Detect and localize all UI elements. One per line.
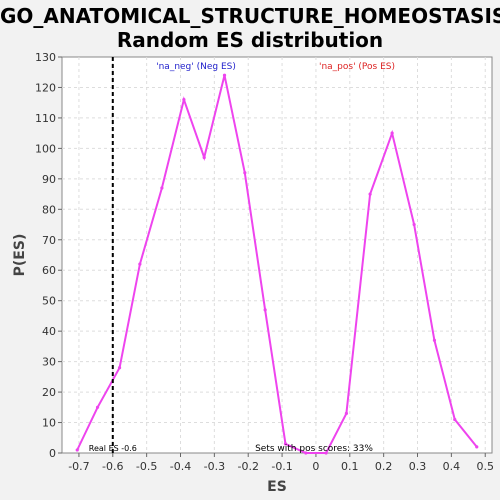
data-point xyxy=(324,451,328,455)
y-tick-label: 20 xyxy=(42,386,56,399)
real-es-label: Real ES -0.6 xyxy=(89,444,137,453)
chart-title-line-1: GO_ANATOMICAL_STRUCTURE_HOMEOSTASIS: xyxy=(0,4,500,28)
x-axis-label: ES xyxy=(267,479,287,495)
data-point xyxy=(160,186,164,190)
y-tick-label: 90 xyxy=(42,173,56,186)
x-tick-label: 0.3 xyxy=(409,460,427,473)
y-tick-label: 110 xyxy=(35,112,56,125)
data-point xyxy=(283,442,288,446)
y-tick-label: 0 xyxy=(49,447,56,460)
x-tick-label: -0.5 xyxy=(136,460,157,473)
x-tick-label: 0 xyxy=(312,460,319,473)
pos-es-label: 'na_pos' (Pos ES) xyxy=(319,62,395,72)
x-tick-label: -0.2 xyxy=(237,460,258,473)
neg-es-label: 'na_neg' (Neg ES) xyxy=(156,62,236,72)
y-tick-label: 60 xyxy=(42,264,56,277)
series-points xyxy=(75,73,479,455)
data-point xyxy=(390,131,394,135)
y-tick-label: 70 xyxy=(42,234,56,247)
x-tick-label: -0.4 xyxy=(170,460,191,473)
data-point xyxy=(475,445,479,449)
y-tick-label: 50 xyxy=(42,295,56,308)
y-axis-label: P(ES) xyxy=(12,234,28,277)
data-point xyxy=(182,98,186,102)
y-axis-ticks: 0 10 20 30 40 50 60 70 80 90 100 110 120 130 xyxy=(35,51,62,460)
data-point xyxy=(222,73,227,77)
x-tick-label: -0.3 xyxy=(204,460,225,473)
chart-title-line-2: Random ES distribution xyxy=(116,28,384,52)
x-tick-label: 0.5 xyxy=(476,460,494,473)
data-point xyxy=(344,411,349,415)
data-point xyxy=(117,366,122,370)
data-point xyxy=(75,448,79,452)
data-point xyxy=(412,222,416,227)
y-tick-label: 10 xyxy=(42,417,56,430)
data-point xyxy=(243,171,247,175)
data-point xyxy=(263,308,267,312)
x-tick-label: -0.1 xyxy=(271,460,292,473)
pos-scores-label: Sets with pos scores: 33% xyxy=(255,444,373,454)
y-tick-label: 120 xyxy=(35,81,56,94)
x-tick-label: -0.7 xyxy=(68,460,89,473)
x-tick-label: -0.6 xyxy=(102,460,123,473)
grid-lines xyxy=(62,57,492,453)
y-tick-label: 80 xyxy=(42,203,56,216)
x-axis-ticks: -0.7 -0.6 -0.5 -0.4 -0.3 -0.2 -0.1 0 0.1 0.2 0.3 0.… xyxy=(68,453,494,473)
x-tick-label: 0.1 xyxy=(341,460,359,473)
x-tick-label: 0.4 xyxy=(443,460,461,473)
data-point xyxy=(138,262,142,266)
series-line xyxy=(76,75,478,454)
data-point xyxy=(304,451,308,455)
y-tick-label: 40 xyxy=(42,325,56,338)
y-tick-label: 30 xyxy=(42,356,56,369)
x-tick-label: 0.2 xyxy=(375,460,393,473)
data-point xyxy=(202,155,206,160)
y-tick-label: 130 xyxy=(35,51,56,64)
data-point xyxy=(95,405,100,409)
y-tick-label: 100 xyxy=(35,142,56,155)
data-point xyxy=(432,338,437,342)
data-point xyxy=(453,417,457,422)
data-point xyxy=(368,192,372,196)
